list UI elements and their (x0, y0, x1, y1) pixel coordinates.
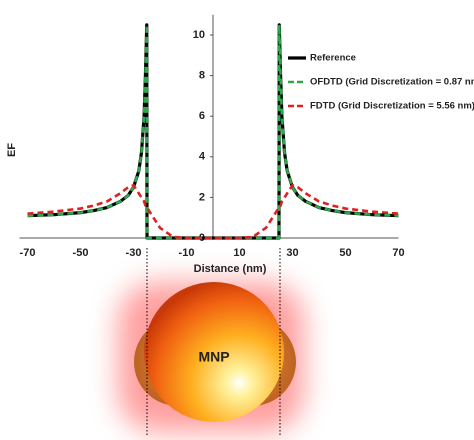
particle-label: MNP (198, 349, 229, 365)
x-axis-title: Distance (nm) (194, 263, 267, 275)
y-tick-label: 4 (199, 151, 206, 163)
x-tick-label: -70 (20, 247, 36, 259)
y-axis-title: EF (6, 143, 18, 157)
x-tick-label: 30 (286, 247, 298, 259)
legend-label: Reference (310, 53, 356, 64)
x-tick-label: 70 (392, 247, 404, 259)
x-tick-label: -30 (126, 247, 142, 259)
x-tick-label: 10 (233, 247, 245, 259)
y-tick-label: 10 (193, 29, 205, 41)
x-tick-label: -50 (73, 247, 89, 259)
series-line (27, 23, 399, 240)
series-line (27, 183, 399, 240)
x-tick-label: 50 (339, 247, 351, 259)
y-tick-label: 8 (199, 70, 205, 82)
illustration: MNP (118, 248, 304, 436)
legend-label: FDTD (Grid Discretization = 5.56 nm) (310, 101, 474, 112)
legend: Reference OFDTD (Grid Discretization = 0.… (288, 53, 474, 112)
particle (144, 282, 284, 422)
y-tick-label: 2 (199, 191, 205, 203)
y-tick-label: 6 (199, 110, 205, 122)
x-tick-label: -10 (179, 247, 195, 259)
legend-label: OFDTD (Grid Discretization = 0.87 nm) (310, 77, 474, 88)
